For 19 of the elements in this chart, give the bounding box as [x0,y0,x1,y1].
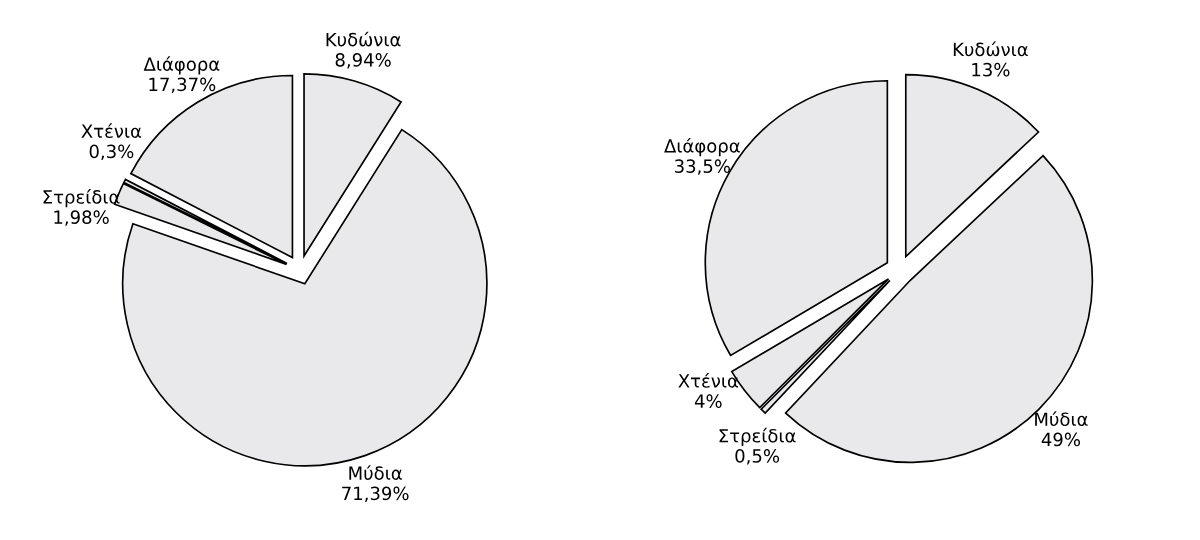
slice-label: Μύδια [1035,411,1088,427]
slice-label: Χτένια [678,373,739,388]
data-label: 49% [1041,432,1080,447]
slice-label: Στρείδια [719,427,796,447]
slice-label: Χτένια [81,123,142,138]
data-label: 0,3% [89,144,134,161]
data-label: 13% [972,62,1010,77]
slice-label: Κυδώνια [326,31,401,47]
slice-label: Μύδια [349,465,402,480]
data-label: 33,5% [675,159,730,175]
data-label: 8,94% [335,53,391,69]
slice-label: Διάφορα [143,56,220,75]
slice-label: Διάφορα [664,138,740,157]
data-label: 0,5% [735,449,780,465]
data-label: 1,98% [54,210,109,226]
data-label: 17,37% [149,77,216,94]
slice-label: Κυδώνια [953,41,1028,57]
data-label: 4% [694,394,722,408]
data-label: 71,39% [342,486,409,503]
